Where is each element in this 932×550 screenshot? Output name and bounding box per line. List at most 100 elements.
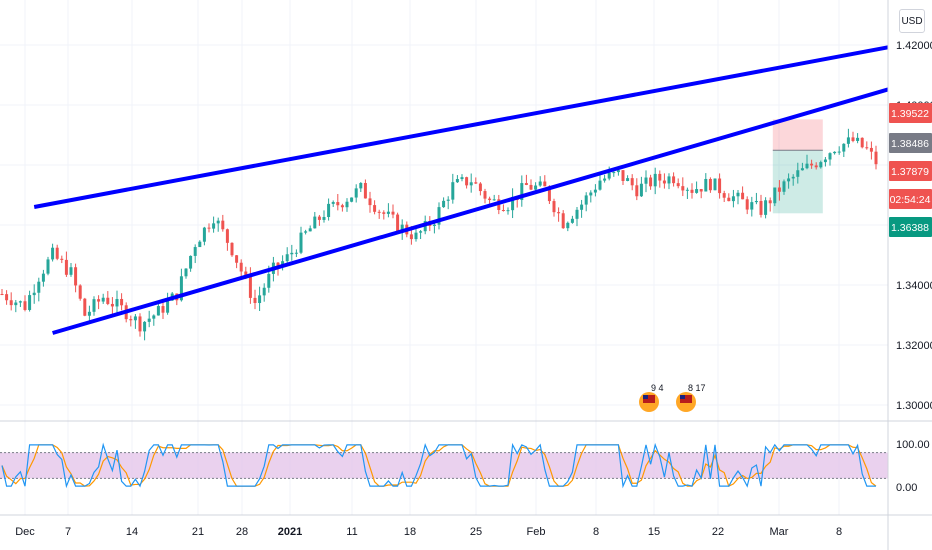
candle [672, 172, 676, 187]
candle-body [14, 302, 18, 306]
candle [313, 211, 317, 229]
candle [695, 181, 699, 194]
candle [189, 255, 193, 272]
x-tick-label: 18 [404, 526, 416, 538]
candle [83, 297, 87, 317]
candle-body [745, 199, 749, 210]
candle [653, 167, 657, 195]
candle-body [152, 315, 156, 319]
event-marker-2[interactable]: 8 17 [676, 383, 706, 412]
candle-body [189, 255, 193, 269]
candle [78, 284, 82, 301]
currency-button[interactable]: USD [899, 9, 925, 33]
candle [331, 200, 335, 207]
candle [152, 314, 156, 326]
candle [764, 197, 768, 219]
candle [759, 194, 763, 218]
candle [708, 177, 712, 193]
y-tick-label: 1.32000 [896, 340, 932, 352]
candle [193, 244, 197, 264]
candle-body [9, 300, 13, 306]
candle-series [0, 128, 878, 341]
candle-body [304, 231, 308, 233]
candle-body [764, 200, 768, 215]
candle [317, 214, 321, 226]
candle-body [557, 212, 561, 214]
candle [856, 133, 860, 144]
candle-body [327, 203, 331, 218]
candle-body [603, 178, 607, 181]
candle-body [74, 267, 78, 286]
candle-body [754, 200, 758, 203]
candle-body [354, 188, 358, 198]
event-marker-text: 8 17 [688, 383, 706, 393]
x-tick-label: Feb [527, 526, 546, 538]
candle-body [612, 172, 616, 174]
candle-body [133, 316, 137, 321]
candle [598, 172, 602, 191]
candle [386, 203, 390, 218]
candle [704, 173, 708, 192]
candle [745, 196, 749, 215]
candle [92, 296, 96, 316]
event-markers[interactable]: 9 4 8 17 [639, 383, 706, 412]
candle-body [60, 258, 64, 260]
candle-body [787, 178, 791, 182]
candle [262, 283, 266, 302]
candle [492, 194, 496, 201]
candle [382, 210, 386, 220]
candle-body [83, 298, 87, 316]
candle-body [290, 252, 294, 255]
candle-body [101, 297, 105, 302]
candle [639, 176, 643, 198]
candle [787, 173, 791, 189]
candle [354, 184, 358, 203]
candle-body [741, 192, 745, 200]
candle-body [46, 259, 50, 274]
candle-body [294, 252, 298, 254]
candle-body [396, 214, 400, 232]
candle [869, 141, 873, 160]
candle-body [37, 281, 41, 293]
candle-body [115, 298, 119, 307]
last-price-label-bg [889, 161, 932, 181]
candle [773, 187, 777, 207]
candle-body [860, 137, 864, 148]
candle-body [621, 170, 625, 181]
x-tick-label: 14 [126, 526, 138, 538]
candle-body [791, 176, 795, 179]
stochastic-lines [1, 442, 877, 489]
x-tick-label: 2021 [278, 526, 302, 538]
y-tick-label: 1.34000 [896, 280, 932, 292]
candle [308, 225, 312, 232]
candle [644, 170, 648, 193]
candle-body [828, 153, 832, 160]
event-marker-1[interactable]: 9 4 [639, 383, 664, 412]
candle-body [179, 276, 183, 301]
candle [120, 293, 124, 311]
candle-body [437, 207, 441, 225]
candle [593, 184, 597, 197]
candle [837, 146, 841, 155]
candle [727, 193, 731, 202]
candle-body [727, 197, 731, 202]
last-price-label: 1.37879 [889, 161, 932, 181]
candle [23, 295, 27, 312]
flag-stripes [643, 395, 655, 403]
candle-body [432, 224, 436, 226]
candle-body [363, 182, 367, 199]
trend-channel[interactable] [33, 45, 889, 335]
candle [823, 157, 827, 167]
candle [777, 180, 781, 201]
candle-body [685, 189, 689, 191]
candle [690, 183, 694, 199]
candle-body [244, 271, 248, 276]
candle [520, 175, 524, 207]
candle-body [469, 182, 473, 186]
candle [676, 178, 680, 189]
candle [101, 293, 105, 304]
candle [299, 226, 303, 255]
candle-body [589, 192, 593, 196]
candle [0, 288, 4, 296]
